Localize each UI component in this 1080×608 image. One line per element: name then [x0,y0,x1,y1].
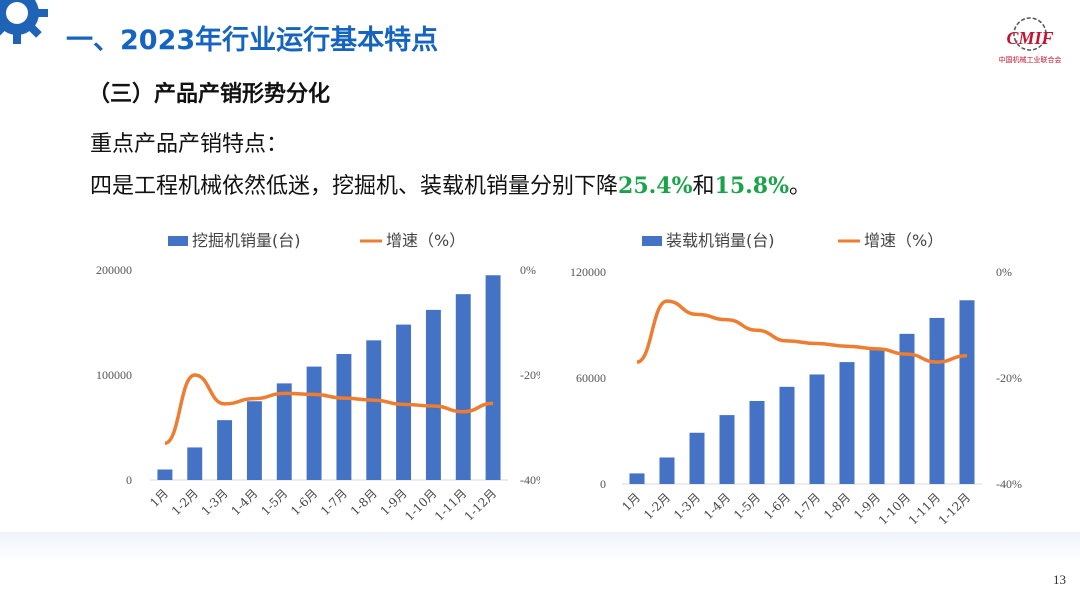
sales-bar [455,294,471,480]
category-tick-label: 1-3月 [671,490,703,522]
sales-bar [839,362,855,484]
category-tick-label: 1月 [147,486,171,510]
category-tick-label: 1-8月 [348,486,380,518]
sales-bar [719,415,735,484]
left-axis-tick-label: 100000 [96,368,132,382]
category-tick-label: 1-2月 [169,486,201,518]
sales-bar [276,383,292,480]
right-axis-tick-label: -40% [520,473,540,487]
cmif-logo: CMIF 中国机械工业联合会 [999,17,1062,64]
logo-text: CMIF [1006,28,1053,48]
right-axis-tick-label: 0% [996,265,1012,279]
line2-prefix: 四是工程机械依然低迷，挖掘机、装载机销量分别下降 [90,174,619,199]
page-number: 13 [1053,572,1066,587]
legend-bar-swatch [168,236,188,246]
sales-bar [217,420,233,480]
category-tick-label: 1-8月 [821,490,853,522]
sales-bar [306,366,322,480]
category-tick-label: 1-7月 [318,486,350,518]
sales-bar [485,275,501,480]
category-tick-label: 1-5月 [731,490,763,522]
category-tick-label: 1-3月 [199,486,231,518]
sales-bar [396,324,412,480]
right-axis-tick-label: -40% [996,477,1022,491]
category-tick-label: 1-4月 [228,486,260,518]
logo-subtitle: 中国机械工业联合会 [999,55,1062,64]
category-tick-label: 1-7月 [791,490,823,522]
sales-bar [899,333,915,484]
category-tick-label: 1-4月 [701,490,733,522]
category-tick-label: 1-12月 [936,490,973,527]
category-tick-label: 1-6月 [761,490,793,522]
left-axis-tick-label: 0 [600,477,606,491]
sales-bar [246,401,262,480]
sales-bar [689,432,705,484]
sales-bar [959,300,975,484]
category-tick-label: 1-10月 [402,486,439,523]
body-line-1: 重点产品产销特点： [90,132,289,157]
legend-bar-label: 装载机销量(台) [666,231,775,250]
section-subtitle: （三）产品产销形势分化 [88,82,331,107]
category-tick-label: 1-5月 [258,486,290,518]
legend-line-label: 增速（%） [386,231,465,250]
growth-rate-line [636,299,968,364]
line2-suffix: 。 [789,174,812,199]
growth-rate-line [164,373,494,445]
sales-bar [425,309,441,480]
category-tick-label: 1月 [619,490,643,514]
category-tick-label: 1-6月 [288,486,320,518]
sales-bar [336,354,352,480]
legend-line-label: 增速（%） [864,231,943,250]
gear-decoration-icon [0,0,48,44]
left-axis-tick-label: 200000 [96,263,132,277]
legend-bar-label: 挖掘机销量(台) [192,231,301,250]
excavator-decline-value: 25.4% [618,173,693,199]
loader-decline-value: 15.8% [714,173,790,199]
left-axis-tick-label: 0 [126,473,132,487]
sales-bar [809,374,825,484]
loader-sales-chart: 装载机销量(台) 增速（%） 120000 60000 0 0% -20% -40% 1月1-2… [570,231,1022,528]
sales-bar [749,400,765,484]
excavator-sales-chart: 挖掘机销量(台)增速（%）20000010000000%-20%-40%1月1-… [96,231,540,524]
left-axis-tick-label: 60000 [576,371,606,385]
line2-mid: 和 [692,174,715,199]
sales-bar [187,447,203,480]
category-tick-label: 1-12月 [462,486,499,523]
bottom-decoration-band [0,532,1080,562]
category-tick-label: 1-11月 [432,486,469,523]
body-line-2: 四是工程机械依然低迷，挖掘机、装载机销量分别下降25.4%和15.8%。 [90,168,811,200]
right-axis-tick-label: -20% [996,371,1022,385]
category-tick-label: 1-2月 [641,490,673,522]
page-title: 一、2023年行业运行基本特点 [66,25,439,56]
left-axis-tick-label: 120000 [570,265,606,279]
sales-bar [869,347,885,484]
sales-bar [929,317,945,484]
legend-bar-swatch [642,236,662,246]
right-axis-tick-label: 0% [520,263,536,277]
category-tick-label: 1-10月 [876,490,913,527]
category-tick-label: 1-11月 [906,490,943,527]
sales-bar [659,457,675,484]
sales-bar [366,340,382,480]
sales-bar [629,473,645,484]
sales-bar [157,469,173,480]
right-axis-tick-label: -20% [520,368,540,382]
sales-bar [779,386,795,484]
